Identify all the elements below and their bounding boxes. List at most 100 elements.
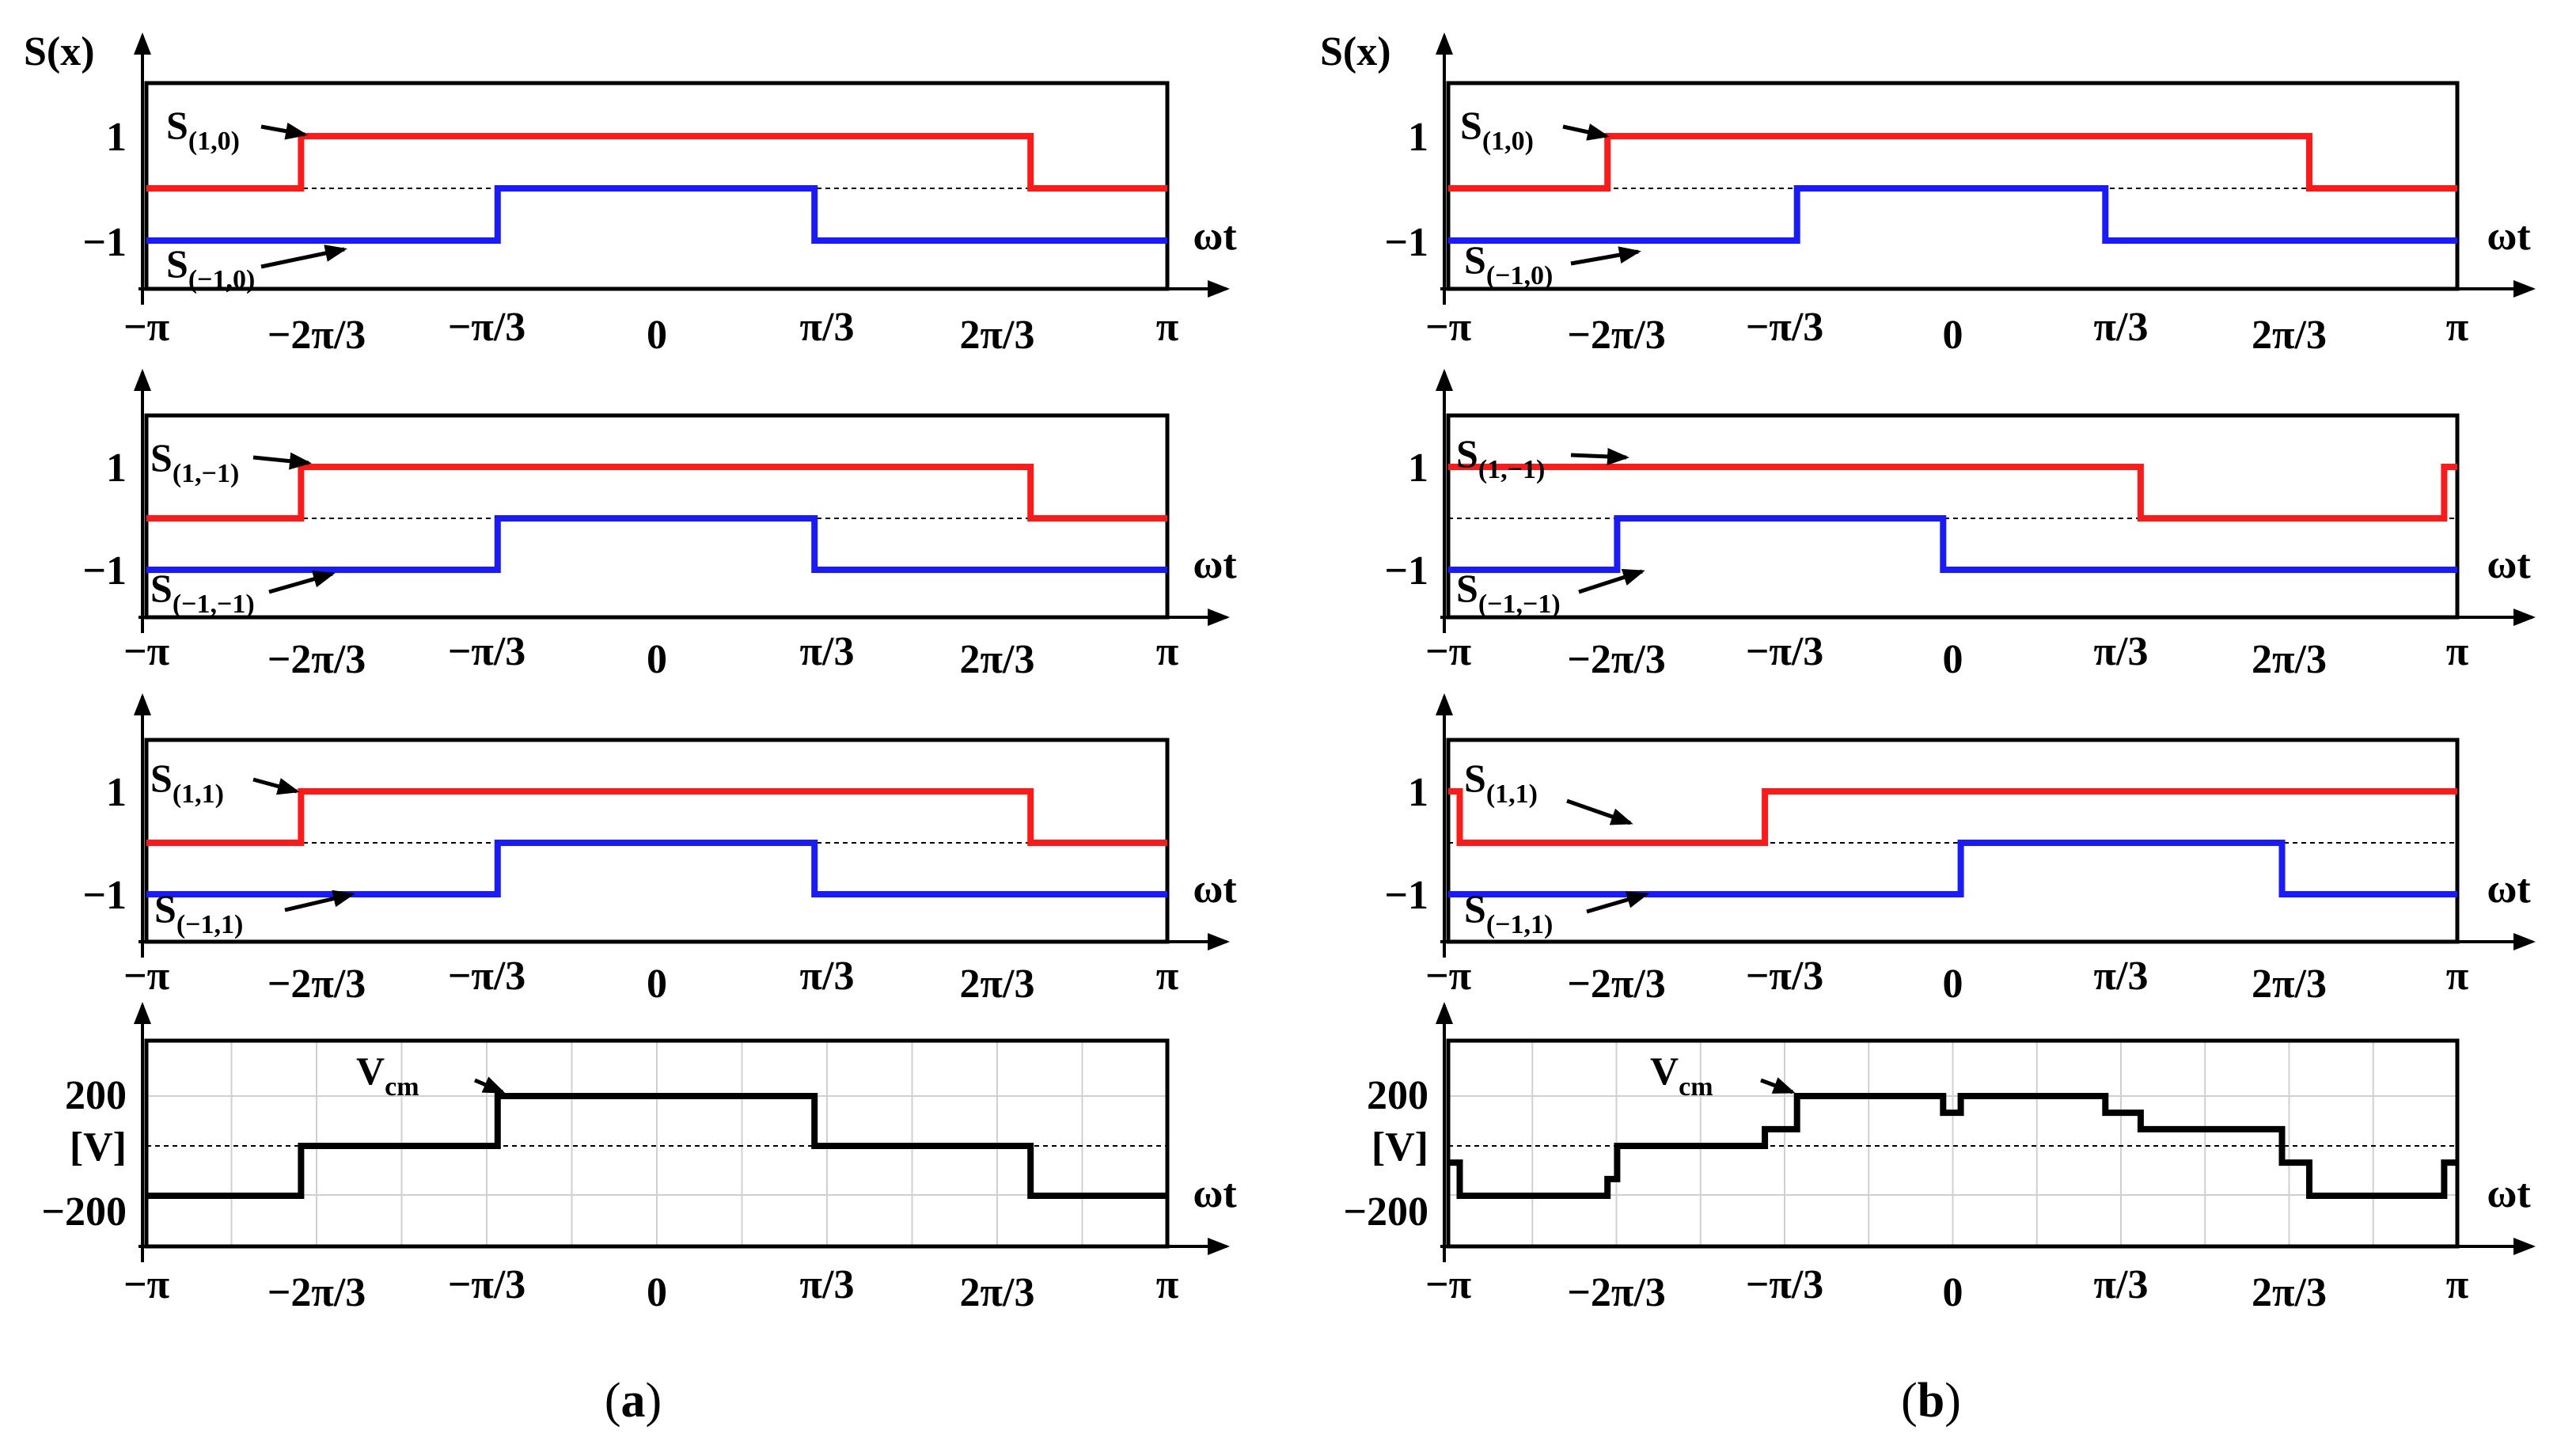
series-line-S(−1,0)	[1448, 185, 2457, 244]
x-tick-label: π/3	[800, 954, 855, 999]
x-tick-label: π/3	[2094, 1262, 2149, 1307]
series-label-sub: (1,1)	[173, 780, 224, 809]
label-arrow	[260, 245, 347, 269]
series-line-S(−1,−1)	[1448, 515, 2457, 573]
x-tick-label: −2π/3	[267, 313, 366, 358]
label-arrow	[1570, 246, 1641, 266]
x-tick-label: 2π/3	[2252, 637, 2327, 682]
caption-a-letter: a	[621, 1374, 646, 1428]
series-label-sub: (−1,0)	[188, 265, 256, 294]
series-label-main: S	[154, 886, 176, 931]
series-label-main: V	[1650, 1049, 1679, 1093]
series-label: S(1,1)	[1464, 756, 1538, 809]
series-line-S(−1,1)	[146, 840, 1167, 897]
label-arrow	[252, 452, 312, 470]
y-tick-label: 1	[1408, 446, 1428, 491]
series-line-S(1,−1)	[146, 464, 1167, 522]
series-line-S(1,0)	[146, 133, 1167, 192]
grid	[1447, 1041, 2458, 1246]
y-tick-label: 200	[1367, 1073, 1428, 1118]
x-tick-label: 2π/3	[960, 313, 1035, 358]
series-label-main: S	[166, 103, 188, 147]
y-tick-label: −1	[1384, 873, 1428, 918]
y-tick-label: −1	[82, 220, 127, 265]
x-tick-label: −2π/3	[267, 637, 366, 682]
x-tick-label: −π	[123, 954, 169, 999]
y-tick-label: −200	[41, 1189, 127, 1235]
series-label-sub: (−1,−1)	[173, 590, 255, 619]
x-tick-label: π/3	[800, 629, 855, 674]
y-tick-label: 1	[106, 446, 127, 491]
x-tick-label: −π	[123, 629, 169, 674]
y-tick-label: [V]	[70, 1125, 127, 1170]
series-label-main: S	[1456, 566, 1478, 610]
x-tick-label: π	[2446, 1262, 2469, 1307]
series-label-sub: (1,0)	[1482, 127, 1534, 156]
x-tick-label: −π	[123, 1262, 169, 1307]
x-tick-label: 0	[1943, 313, 1963, 358]
series-label: S(1,−1)	[1456, 431, 1545, 484]
series-label-sub: (−1,1)	[1486, 910, 1554, 939]
series-label: S(−1,1)	[154, 886, 243, 939]
x-tick-label: 0	[1943, 637, 1963, 682]
series-label: S(−1,−1)	[150, 566, 255, 619]
x-tick-label: 2π/3	[2252, 1270, 2327, 1315]
x-tick-label: −π	[1425, 629, 1471, 674]
caption-b-letter: b	[1918, 1374, 1944, 1428]
series-line-S(1,−1)	[1448, 464, 2457, 522]
x-tick-label: π	[1156, 305, 1179, 350]
chart-b4: −π −2π/3 −π/3 0 π/3 2π/3 π ωt 200 [V] −200 Vcm	[1343, 1002, 2536, 1315]
series-label-main: S	[166, 241, 188, 286]
x-tick-label: −π/3	[448, 1262, 526, 1307]
x-axis-label: ωt	[2487, 1171, 2531, 1216]
chart-a4: −π −2π/3 −π/3 0 π/3 2π/3 π ωt 200 [V] −200 Vcm	[41, 1002, 1237, 1315]
series-label-sub: (1,−1)	[173, 459, 240, 488]
x-tick-label: −2π/3	[1567, 962, 1666, 1007]
x-axis-label: ωt	[1193, 214, 1237, 259]
label-arrow	[252, 777, 300, 795]
x-tick-label: π	[1156, 954, 1179, 999]
x-tick-label: 0	[1943, 962, 1963, 1007]
x-tick-label: −π/3	[1746, 1262, 1824, 1307]
label-arrow	[1570, 447, 1629, 465]
x-tick-label: 0	[647, 962, 667, 1007]
charts-container: −π −2π/3 −π/3 0 π/3 2π/3 πωt1−1S(1,0)S(−1,0)−π…	[41, 32, 2536, 1315]
label-arrow	[284, 890, 355, 912]
x-tick-label: −π	[1425, 1262, 1471, 1307]
y-tick-label: 1	[1408, 115, 1428, 160]
series-label-sub: (1,−1)	[1478, 455, 1546, 484]
x-tick-label: π/3	[800, 305, 855, 350]
y-tick-label: −1	[82, 548, 127, 594]
series-line-S(1,1)	[1448, 788, 2457, 846]
series-label-sub: (1,0)	[188, 127, 240, 156]
series-label-main: S	[1460, 103, 1482, 147]
label-arrow	[474, 1076, 506, 1094]
y-tick-label: −200	[1343, 1189, 1428, 1235]
x-tick-label: −π	[1425, 305, 1471, 350]
series-label-main: S	[1464, 886, 1486, 931]
x-tick-label: −2π/3	[267, 1270, 366, 1315]
x-tick-label: −π/3	[448, 954, 526, 999]
series-line-S(−1,−1)	[146, 515, 1167, 573]
series-label-main: S	[1464, 237, 1486, 282]
label-arrow	[1586, 891, 1649, 914]
ylabel-panel-a: S(x)	[24, 29, 95, 74]
series-label: S(1,1)	[150, 756, 224, 809]
series-line-S(−1,0)	[146, 185, 1167, 244]
ylabel-panel-b: S(x)	[1320, 29, 1391, 74]
x-tick-label: 2π/3	[960, 1270, 1035, 1315]
x-tick-label: 2π/3	[2252, 313, 2327, 358]
series-label: S(1,−1)	[150, 435, 239, 488]
x-axis-label: ωt	[2487, 542, 2531, 587]
x-tick-label: 2π/3	[960, 962, 1035, 1007]
y-tick-label: 1	[106, 770, 127, 815]
series-label-main: S	[150, 566, 173, 610]
x-tick-label: 2π/3	[2252, 962, 2327, 1007]
x-tick-label: π/3	[2094, 629, 2149, 674]
